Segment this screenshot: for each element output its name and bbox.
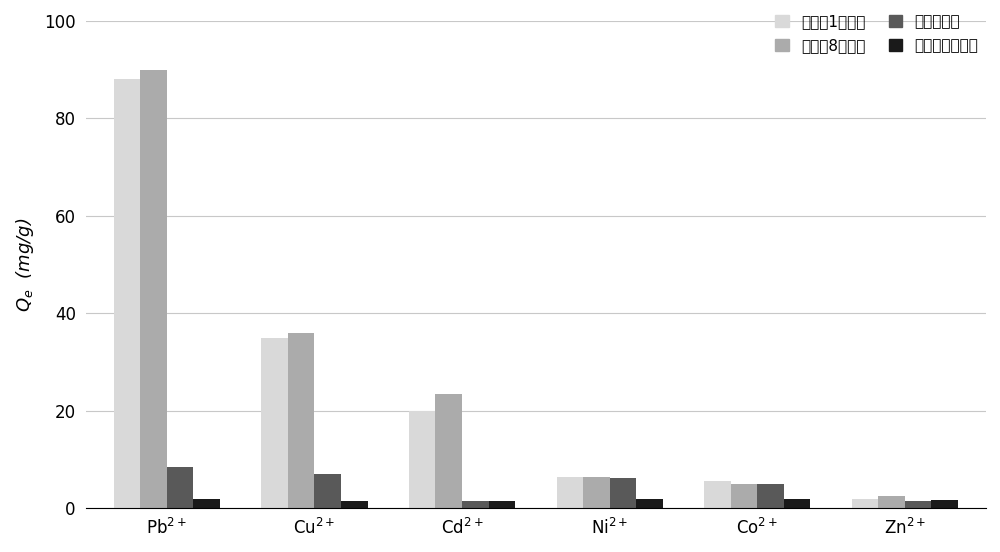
Bar xyxy=(288,333,314,508)
Bar xyxy=(583,476,610,508)
Bar xyxy=(852,498,878,508)
Bar xyxy=(757,484,784,508)
Bar xyxy=(610,478,636,508)
Bar xyxy=(557,476,583,508)
Bar xyxy=(193,498,220,508)
Y-axis label: $Q_{e}$  (mg/g): $Q_{e}$ (mg/g) xyxy=(14,217,36,312)
Bar xyxy=(435,394,462,508)
Bar xyxy=(704,481,731,508)
Bar xyxy=(261,338,288,508)
Bar xyxy=(905,501,931,508)
Bar xyxy=(114,79,140,508)
Bar xyxy=(878,496,905,508)
Bar xyxy=(167,467,193,508)
Bar xyxy=(731,484,757,508)
Legend: 实施例1吸附剂, 实施例8吸附剂, 商业活性炭, 常规体相氮化碳: 实施例1吸附剂, 实施例8吸附剂, 商业活性炭, 常规体相氮化碳 xyxy=(775,14,978,53)
Bar xyxy=(140,70,167,508)
Bar xyxy=(314,474,341,508)
Bar xyxy=(462,501,489,508)
Bar xyxy=(489,501,515,508)
Bar xyxy=(341,501,368,508)
Bar xyxy=(931,500,958,508)
Bar xyxy=(784,498,810,508)
Bar xyxy=(636,498,663,508)
Bar xyxy=(409,411,435,508)
